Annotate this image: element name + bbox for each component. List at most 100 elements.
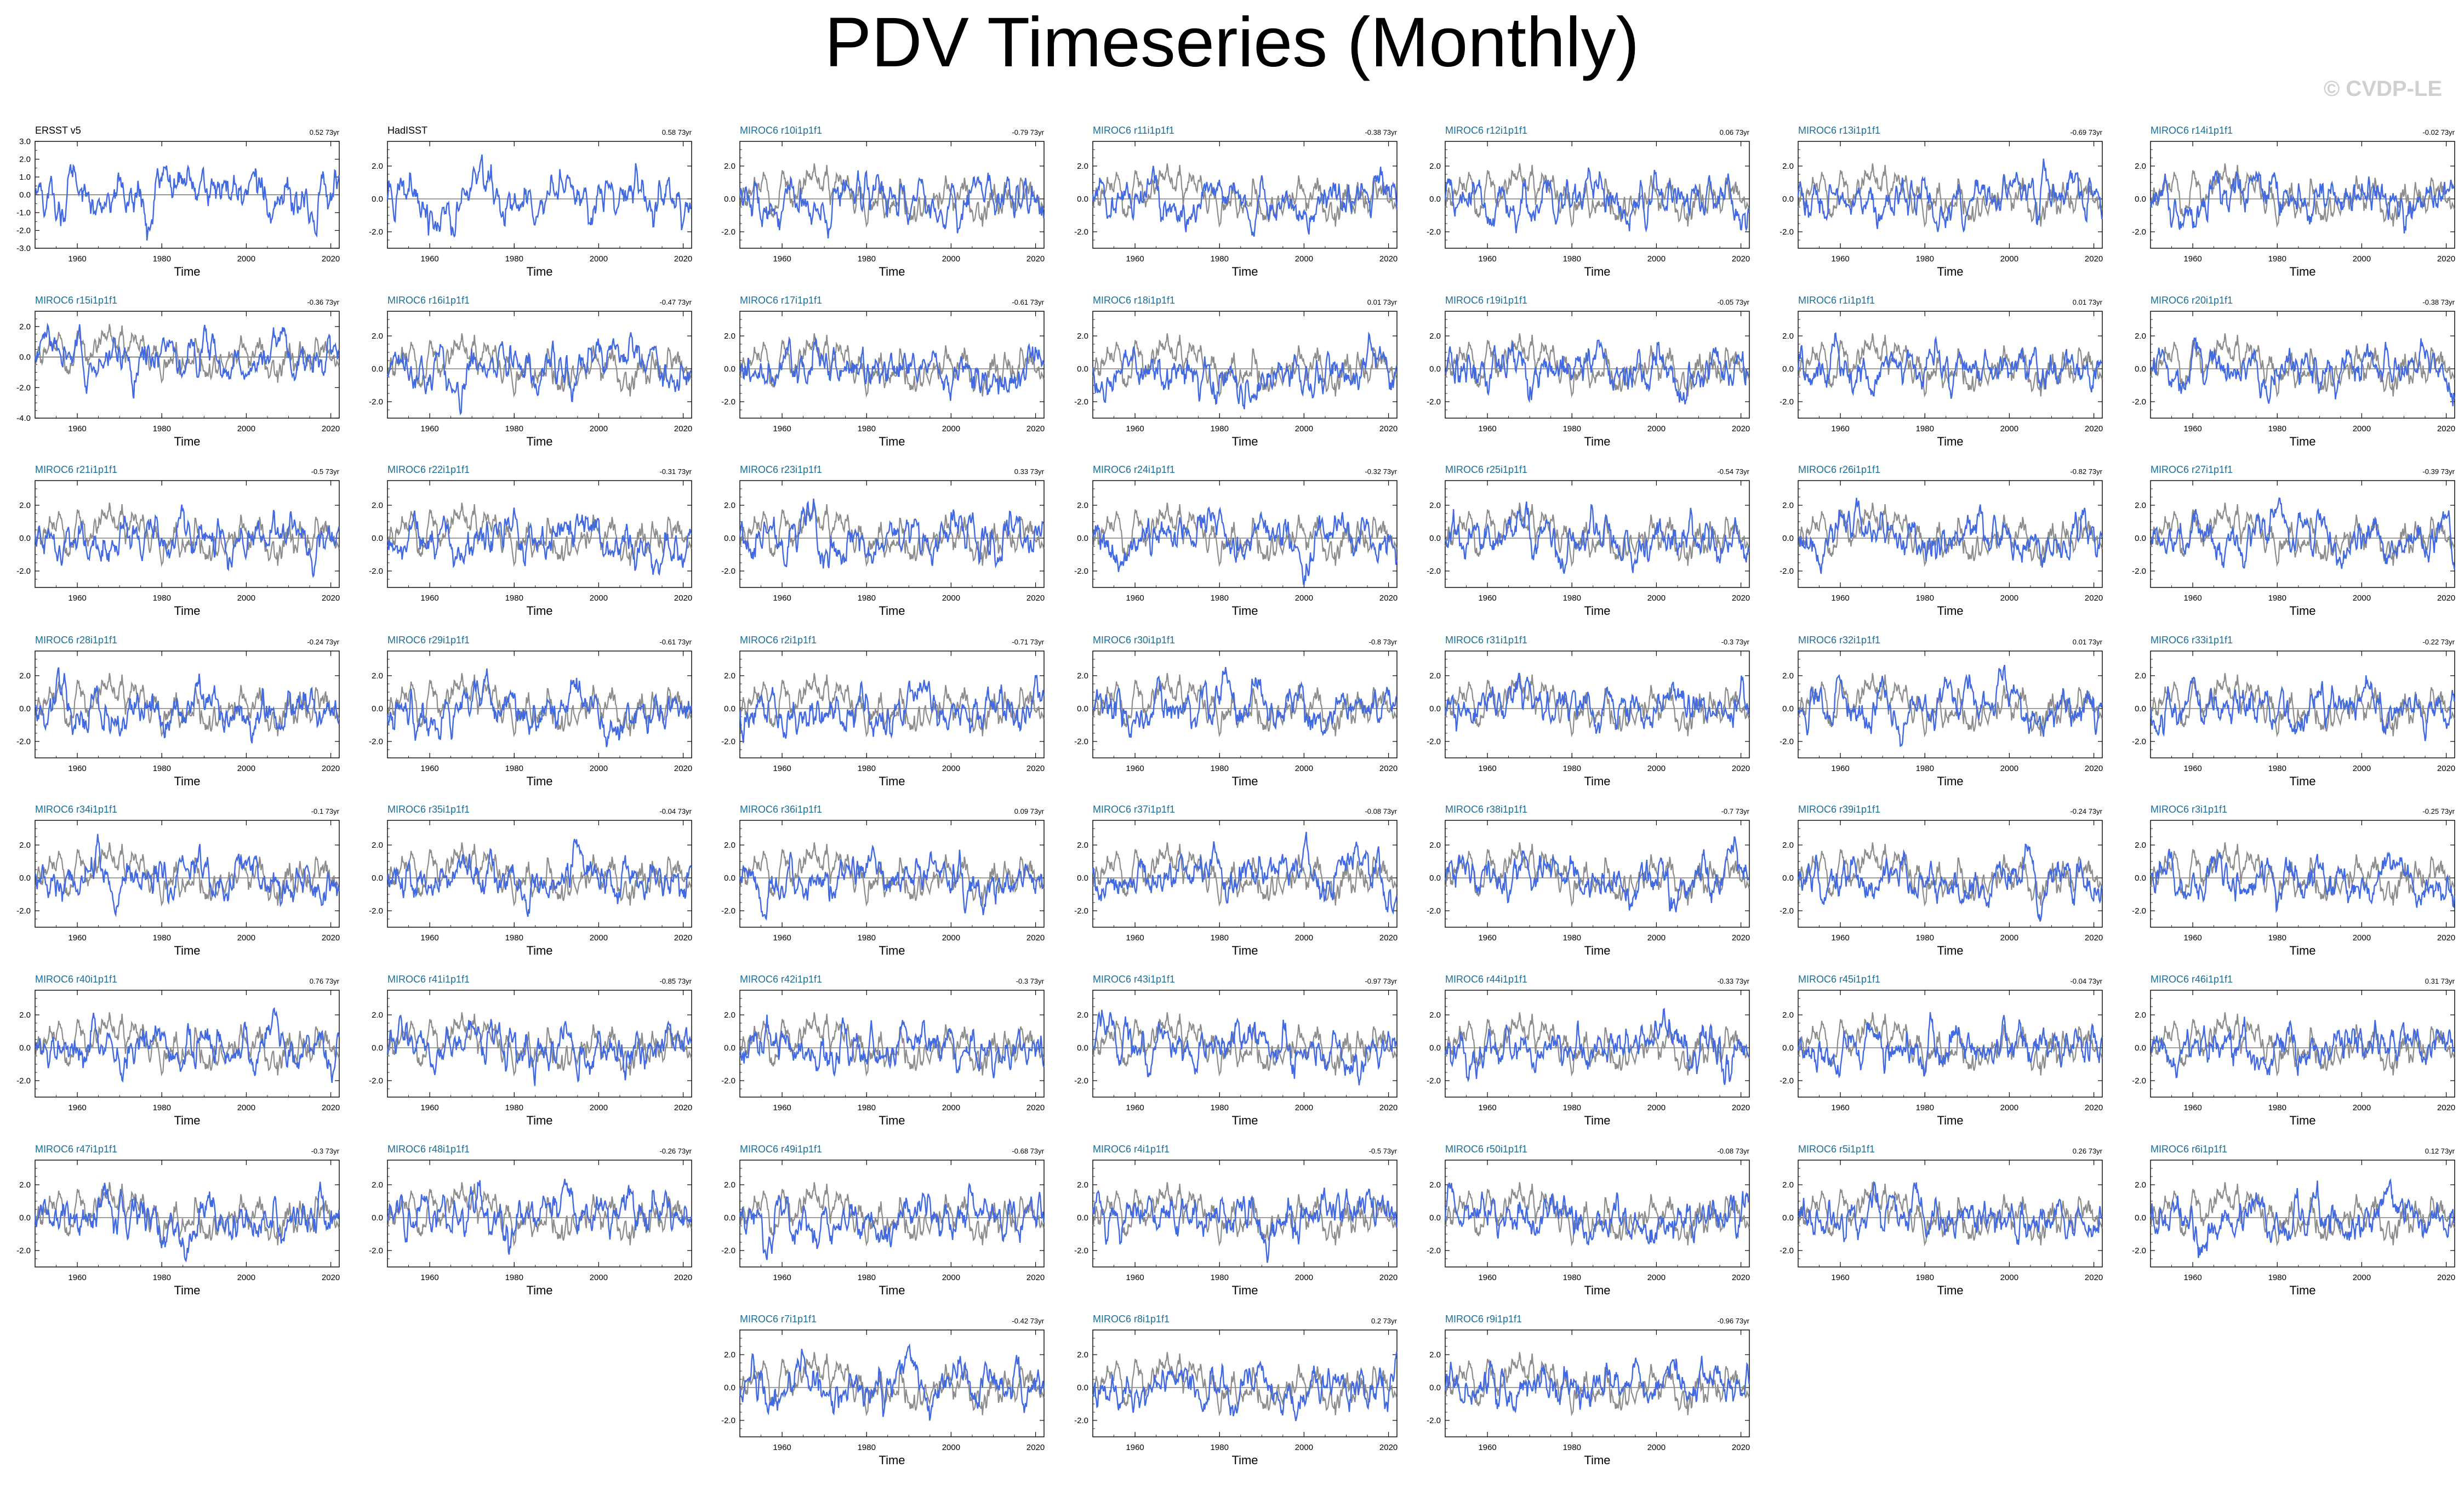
panel-title: MIROC6 r29i1p1f1: [387, 635, 470, 646]
y-tick-label: 2.0: [1429, 841, 1441, 850]
x-tick-label: 1960: [1478, 593, 1496, 603]
panel: MIROC6 r37i1p1f1 -0.08 73yr 2.0 0.0 -2.0 1960…: [1074, 804, 1398, 957]
panel-trend-label: 0.09 73yr: [1014, 807, 1045, 815]
panel-frame: [1445, 141, 1750, 249]
series-line: [1797, 843, 2103, 922]
x-tick-label: 1960: [773, 1273, 791, 1282]
panel: MIROC6 r4i1p1f1 -0.5 73yr 2.0 0.0 -2.0 1960 19…: [1074, 1144, 1398, 1297]
x-tick-label: 1980: [858, 254, 876, 264]
obs-overlay-line: [387, 1182, 692, 1247]
x-tick-label: 2020: [322, 593, 340, 603]
y-tick-label: 0.0: [1782, 704, 1794, 713]
x-tick-label: 2020: [1732, 254, 1750, 264]
panel: MIROC6 r7i1p1f1 -0.42 73yr 2.0 0.0 -2.0 1960 1…: [721, 1314, 1045, 1467]
x-tick-label: 1960: [68, 254, 86, 264]
x-tick-label: 2020: [2085, 593, 2103, 603]
x-tick-label: 2000: [1295, 424, 1313, 433]
obs-overlay-line: [1092, 842, 1398, 907]
y-tick-label: 2.0: [1429, 332, 1441, 341]
panel-trend-label: -0.24 73yr: [2070, 807, 2102, 815]
panel: MIROC6 r26i1p1f1 -0.82 73yr 2.0 0.0 -2.0 1960…: [1779, 464, 2103, 618]
series-line: [2150, 1017, 2455, 1079]
x-axis-label: Time: [1937, 604, 1963, 618]
x-axis-label: Time: [1231, 944, 1258, 957]
x-tick-label: 1960: [2183, 254, 2201, 264]
x-tick-label: 2000: [942, 254, 960, 264]
y-tick-label: -2.0: [16, 1246, 31, 1255]
obs-overlay-line: [2150, 1012, 2455, 1077]
panel-trend-label: -0.71 73yr: [1012, 638, 1044, 646]
panel: MIROC6 r24i1p1f1 -0.32 73yr 2.0 0.0 -2.0 1960…: [1074, 464, 1398, 618]
y-tick-label: -2.0: [1074, 397, 1088, 407]
y-tick-label: 0.0: [724, 1383, 735, 1392]
panel-frame: [1092, 480, 1398, 588]
x-axis-label: Time: [1231, 774, 1258, 788]
panel-frame: [739, 820, 1045, 928]
x-tick-label: 1980: [858, 764, 876, 773]
x-tick-label: 1960: [1478, 254, 1496, 264]
x-tick-label: 1960: [1126, 1103, 1144, 1112]
x-tick-label: 2000: [1647, 1273, 1666, 1282]
x-tick-label: 1980: [505, 254, 523, 264]
obs-overlay-line: [387, 673, 692, 738]
panel-title: MIROC6 r6i1p1f1: [2151, 1144, 2227, 1155]
panel-trend-label: -0.61 73yr: [1012, 298, 1044, 306]
x-tick-label: 1980: [858, 1443, 876, 1452]
panel-frame: [1092, 311, 1398, 419]
x-tick-label: 1960: [1126, 593, 1144, 603]
panel-frame: [1092, 990, 1398, 1098]
panel-trend-label: -0.54 73yr: [1717, 467, 1749, 476]
y-tick-label: 0.0: [724, 195, 735, 204]
y-tick-label: -4.0: [16, 414, 31, 423]
x-tick-label: 2000: [237, 1103, 255, 1112]
y-tick-label: 0.0: [1077, 874, 1088, 883]
y-tick-label: 2.0: [1077, 1011, 1088, 1020]
panel-trend-label: 0.12 73yr: [2425, 1147, 2455, 1155]
x-axis-label: Time: [1584, 774, 1610, 788]
x-tick-label: 1960: [68, 1273, 86, 1282]
y-tick-label: -2.0: [16, 383, 31, 392]
x-tick-label: 1960: [773, 1443, 791, 1452]
x-tick-label: 2020: [674, 1103, 692, 1112]
x-tick-label: 2020: [2085, 424, 2103, 433]
panel: MIROC6 r47i1p1f1 -0.3 73yr 2.0 0.0 -2.0 1960 1…: [16, 1144, 340, 1297]
series-line: [34, 1181, 340, 1263]
x-axis-label: Time: [174, 944, 200, 957]
panel: MIROC6 r42i1p1f1 -0.3 73yr 2.0 0.0 -2.0 1960 1…: [721, 974, 1045, 1127]
panel-frame: [1798, 311, 2103, 419]
x-axis-label: Time: [879, 1453, 905, 1467]
panel-trend-label: -0.42 73yr: [1012, 1317, 1044, 1325]
panel-title: MIROC6 r28i1p1f1: [35, 635, 117, 646]
x-tick-label: 1980: [1563, 254, 1581, 264]
obs-overlay-line: [739, 333, 1045, 398]
x-axis-label: Time: [174, 435, 200, 448]
panel: ERSST v5 0.52 73yr 3.0 2.0 1.0 0.0 -1.0 -2.0 -3.…: [16, 125, 340, 278]
x-tick-label: 2020: [1732, 1273, 1750, 1282]
x-tick-label: 1980: [1211, 1103, 1229, 1112]
y-tick-label: 2.0: [724, 501, 735, 510]
x-tick-label: 1980: [153, 1273, 171, 1282]
y-tick-label: -2.0: [1074, 227, 1088, 237]
x-tick-label: 1980: [1916, 424, 1934, 433]
y-tick-label: -1.0: [16, 208, 31, 218]
panel: MIROC6 r44i1p1f1 -0.33 73yr 2.0 0.0 -2.0 1960…: [1427, 974, 1750, 1127]
panel-frame: [35, 480, 340, 588]
y-tick-label: 2.0: [2135, 671, 2146, 681]
y-tick-label: 0.0: [1782, 534, 1794, 543]
x-tick-label: 2020: [322, 933, 340, 943]
x-axis-label: Time: [879, 1114, 905, 1127]
x-tick-label: 2020: [2085, 764, 2103, 773]
panel-title: MIROC6 r43i1p1f1: [1093, 974, 1175, 985]
panel-trend-label: -0.08 73yr: [1717, 1147, 1749, 1155]
panel: MIROC6 r10i1p1f1 -0.79 73yr 2.0 0.0 -2.0 1960…: [721, 125, 1045, 278]
x-axis-label: Time: [1584, 604, 1610, 618]
x-tick-label: 2000: [1295, 593, 1313, 603]
x-tick-label: 1960: [1126, 1273, 1144, 1282]
y-tick-label: 0.0: [372, 874, 383, 883]
panel-trend-label: -0.26 73yr: [659, 1147, 692, 1155]
y-tick-label: -2.0: [2132, 397, 2146, 407]
panel-title: MIROC6 r30i1p1f1: [1093, 635, 1175, 646]
x-tick-label: 1980: [2268, 764, 2286, 773]
x-axis-label: Time: [1937, 435, 1963, 448]
panel: MIROC6 r18i1p1f1 0.01 73yr 2.0 0.0 -2.0 1960 1…: [1074, 295, 1398, 448]
